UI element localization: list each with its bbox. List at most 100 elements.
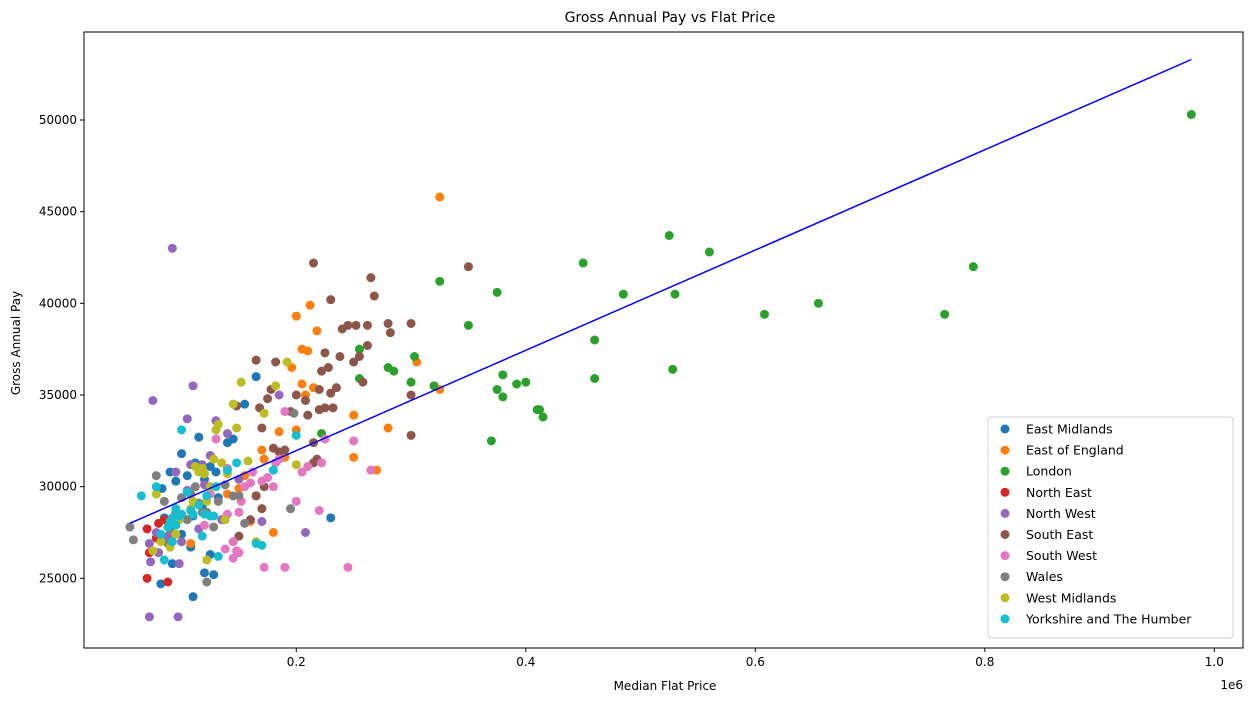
data-point xyxy=(297,344,307,354)
y-tick-label: 50000 xyxy=(39,113,77,127)
data-point xyxy=(282,357,292,367)
data-point xyxy=(968,262,978,272)
y-axis-label: Gross Annual Pay xyxy=(9,291,23,395)
data-point xyxy=(188,381,198,391)
data-point xyxy=(349,452,359,462)
chart-title: Gross Annual Pay vs Flat Price xyxy=(565,10,776,26)
data-point xyxy=(538,412,548,422)
data-point xyxy=(171,476,181,486)
y-tick-label: 25000 xyxy=(39,571,77,585)
data-point xyxy=(406,319,416,328)
data-point xyxy=(668,364,678,374)
data-point xyxy=(1186,110,1196,119)
data-point xyxy=(205,462,215,471)
data-point xyxy=(486,436,496,446)
data-point xyxy=(245,478,255,488)
data-point xyxy=(268,482,278,492)
data-point xyxy=(590,374,600,383)
data-point xyxy=(578,258,588,268)
data-point xyxy=(173,612,183,622)
series-9 xyxy=(136,425,301,565)
data-point xyxy=(498,370,508,380)
data-point xyxy=(202,555,212,565)
data-point xyxy=(435,192,445,202)
data-point xyxy=(366,273,376,283)
data-point xyxy=(463,320,473,330)
data-point xyxy=(366,465,376,475)
data-point xyxy=(498,392,508,402)
data-point xyxy=(228,434,238,444)
data-point xyxy=(354,352,364,361)
data-point xyxy=(300,396,310,405)
data-point xyxy=(271,357,281,367)
data-point xyxy=(257,540,267,550)
data-point xyxy=(188,592,198,602)
data-point xyxy=(151,489,161,499)
data-point xyxy=(213,419,223,429)
data-point xyxy=(234,548,244,558)
x-axis-ticks: 0.2 0.4 0.6 0.8 1.0 xyxy=(287,648,1224,669)
trendline xyxy=(129,58,1192,525)
data-point xyxy=(349,357,359,367)
data-point xyxy=(289,408,299,418)
data-point xyxy=(351,320,361,330)
data-point xyxy=(148,546,158,556)
data-point xyxy=(317,366,327,376)
data-point xyxy=(194,500,204,510)
data-point xyxy=(263,394,273,404)
data-point xyxy=(369,291,379,301)
data-point xyxy=(259,408,269,418)
data-point xyxy=(314,385,324,394)
data-point xyxy=(202,491,212,501)
data-point xyxy=(326,295,336,305)
data-point xyxy=(435,276,445,286)
legend-marker xyxy=(1000,424,1010,434)
x-tick-label: 1.0 xyxy=(1205,655,1224,669)
data-point xyxy=(535,405,545,415)
data-point xyxy=(199,469,209,479)
data-point xyxy=(303,462,313,471)
data-point xyxy=(268,528,278,537)
data-point xyxy=(291,390,301,400)
data-point xyxy=(177,537,187,547)
data-point xyxy=(142,524,152,534)
data-point xyxy=(813,298,823,308)
data-point xyxy=(409,352,419,361)
legend-label: Wales xyxy=(1026,569,1063,584)
data-point xyxy=(186,539,196,548)
data-point xyxy=(429,381,439,391)
data-point xyxy=(222,429,232,438)
data-point xyxy=(182,471,192,481)
data-point xyxy=(323,363,333,372)
data-point xyxy=(209,454,219,464)
data-point xyxy=(257,445,267,455)
data-point xyxy=(136,491,146,501)
data-point xyxy=(618,289,628,299)
data-point xyxy=(163,577,173,587)
data-point xyxy=(343,320,353,330)
data-point xyxy=(209,522,219,532)
data-point xyxy=(463,262,473,272)
data-point xyxy=(234,531,244,541)
trendline-group xyxy=(129,58,1192,525)
data-point xyxy=(320,403,330,413)
data-point xyxy=(182,515,192,525)
data-point xyxy=(177,509,187,519)
x-axis-label: Median Flat Price xyxy=(614,679,717,693)
data-point xyxy=(217,458,227,468)
x-tick-label: 0.2 xyxy=(287,655,306,669)
legend-item: Yorkshire and The Humber xyxy=(1000,611,1192,626)
data-point xyxy=(297,379,307,389)
data-point xyxy=(197,531,207,541)
data-point xyxy=(362,341,372,350)
data-point xyxy=(156,537,166,547)
data-point xyxy=(291,460,301,470)
data-point xyxy=(142,573,152,583)
data-point xyxy=(151,482,161,492)
y-axis-ticks: 25000 30000 35000 40000 45000 50000 xyxy=(39,113,84,585)
data-point xyxy=(251,372,261,382)
data-point xyxy=(309,258,318,268)
data-point xyxy=(167,537,177,547)
data-point xyxy=(171,467,181,477)
